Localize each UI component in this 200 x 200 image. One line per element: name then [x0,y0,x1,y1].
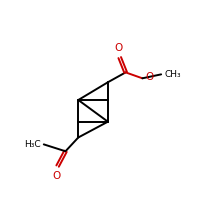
Text: H₃C: H₃C [24,140,41,149]
Text: O: O [52,171,61,181]
Text: O: O [115,43,123,53]
Text: CH₃: CH₃ [164,70,181,79]
Text: O: O [145,72,154,82]
